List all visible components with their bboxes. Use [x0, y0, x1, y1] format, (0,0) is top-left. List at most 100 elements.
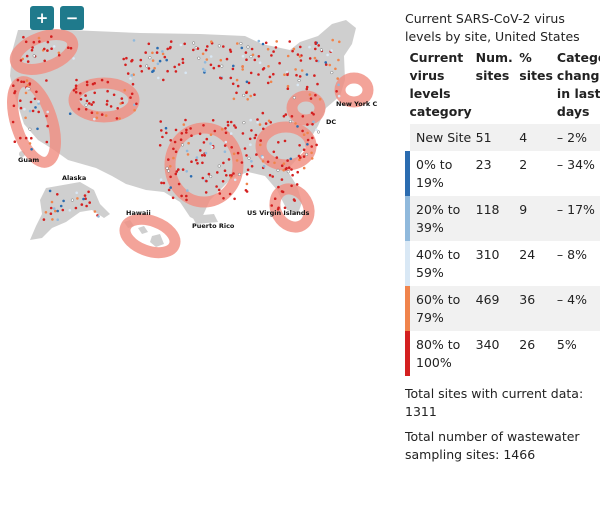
site-dot[interactable]	[249, 143, 252, 146]
site-dot[interactable]	[271, 175, 275, 178]
site-dot[interactable]	[244, 189, 248, 192]
site-dot[interactable]	[241, 54, 245, 58]
site-dot[interactable]	[166, 47, 169, 51]
site-dot[interactable]	[256, 121, 259, 124]
site-dot[interactable]	[318, 97, 322, 101]
site-dot[interactable]	[209, 142, 212, 145]
site-dot[interactable]	[26, 60, 30, 63]
site-dot[interactable]	[224, 127, 227, 130]
site-dot[interactable]	[145, 64, 149, 68]
site-dot[interactable]	[253, 136, 257, 140]
site-dot[interactable]	[189, 175, 193, 178]
site-dot[interactable]	[30, 48, 34, 52]
site-dot[interactable]	[185, 194, 188, 198]
site-dot[interactable]	[262, 127, 265, 131]
site-dot[interactable]	[100, 113, 104, 116]
site-dot[interactable]	[331, 38, 335, 42]
site-dot[interactable]	[32, 54, 36, 58]
site-dot[interactable]	[286, 73, 289, 77]
site-dot[interactable]	[57, 53, 61, 57]
site-dot[interactable]	[11, 120, 15, 124]
site-dot[interactable]	[317, 130, 321, 134]
site-dot[interactable]	[12, 84, 15, 87]
site-dot[interactable]	[245, 154, 248, 157]
site-dot[interactable]	[286, 170, 290, 174]
site-dot[interactable]	[19, 106, 23, 110]
site-dot[interactable]	[245, 91, 248, 94]
site-dot[interactable]	[336, 77, 340, 80]
site-dot[interactable]	[45, 140, 49, 144]
site-dot[interactable]	[62, 199, 65, 203]
site-dot[interactable]	[268, 75, 272, 79]
site-dot[interactable]	[301, 129, 304, 133]
site-dot[interactable]	[160, 129, 163, 132]
site-dot[interactable]	[22, 35, 25, 39]
site-dot[interactable]	[266, 160, 270, 164]
site-dot[interactable]	[218, 192, 222, 195]
site-dot[interactable]	[288, 119, 292, 123]
site-dot[interactable]	[250, 47, 254, 51]
site-dot[interactable]	[292, 198, 296, 201]
map-panel[interactable]: Guam Alaska Hawaii Puerto Rico US Virgin…	[0, 0, 395, 260]
site-dot[interactable]	[232, 152, 236, 156]
site-dot[interactable]	[305, 152, 309, 156]
site-dot[interactable]	[244, 51, 248, 54]
site-dot[interactable]	[241, 132, 245, 135]
site-dot[interactable]	[106, 89, 109, 93]
site-dot[interactable]	[160, 181, 163, 185]
site-dot[interactable]	[74, 87, 78, 90]
site-dot[interactable]	[28, 109, 32, 113]
site-dot[interactable]	[179, 138, 183, 141]
site-dot[interactable]	[169, 40, 173, 43]
site-dot[interactable]	[286, 84, 290, 88]
site-dot[interactable]	[228, 48, 232, 52]
site-dot[interactable]	[161, 135, 164, 139]
site-dot[interactable]	[84, 197, 87, 200]
site-dot[interactable]	[44, 211, 48, 214]
site-dot[interactable]	[312, 120, 315, 124]
site-dot[interactable]	[296, 53, 300, 56]
site-dot[interactable]	[217, 44, 221, 48]
site-dot[interactable]	[302, 166, 306, 170]
site-dot[interactable]	[165, 166, 169, 170]
site-dot[interactable]	[203, 61, 207, 64]
site-dot[interactable]	[319, 48, 323, 52]
site-dot[interactable]	[226, 124, 230, 127]
site-dot[interactable]	[183, 42, 186, 46]
site-dot[interactable]	[174, 150, 178, 154]
site-dot[interactable]	[120, 97, 124, 100]
site-dot[interactable]	[56, 218, 59, 221]
site-dot[interactable]	[162, 78, 165, 82]
site-dot[interactable]	[226, 120, 230, 124]
site-dot[interactable]	[24, 91, 28, 95]
site-dot[interactable]	[37, 102, 40, 105]
site-dot[interactable]	[315, 143, 318, 147]
site-dot[interactable]	[283, 206, 287, 210]
site-dot[interactable]	[222, 161, 225, 165]
site-dot[interactable]	[294, 68, 297, 71]
site-dot[interactable]	[306, 143, 309, 146]
site-dot[interactable]	[267, 119, 271, 123]
site-dot[interactable]	[240, 161, 244, 164]
site-dot[interactable]	[229, 132, 233, 135]
site-dot[interactable]	[247, 81, 251, 85]
site-dot[interactable]	[153, 66, 156, 70]
site-dot[interactable]	[97, 215, 100, 218]
site-dot[interactable]	[305, 85, 309, 89]
site-dot[interactable]	[36, 127, 39, 131]
site-dot[interactable]	[338, 40, 341, 44]
site-dot[interactable]	[250, 164, 254, 168]
site-dot[interactable]	[236, 42, 239, 45]
site-dot[interactable]	[159, 120, 162, 123]
site-dot[interactable]	[240, 46, 244, 50]
site-dot[interactable]	[169, 139, 172, 142]
site-dot[interactable]	[280, 178, 284, 181]
site-dot[interactable]	[46, 110, 49, 114]
site-dot[interactable]	[222, 197, 225, 200]
site-dot[interactable]	[93, 91, 96, 95]
site-dot[interactable]	[205, 58, 209, 61]
site-dot[interactable]	[210, 40, 213, 43]
site-dot[interactable]	[181, 61, 185, 64]
site-dot[interactable]	[311, 123, 314, 126]
site-dot[interactable]	[21, 57, 25, 61]
